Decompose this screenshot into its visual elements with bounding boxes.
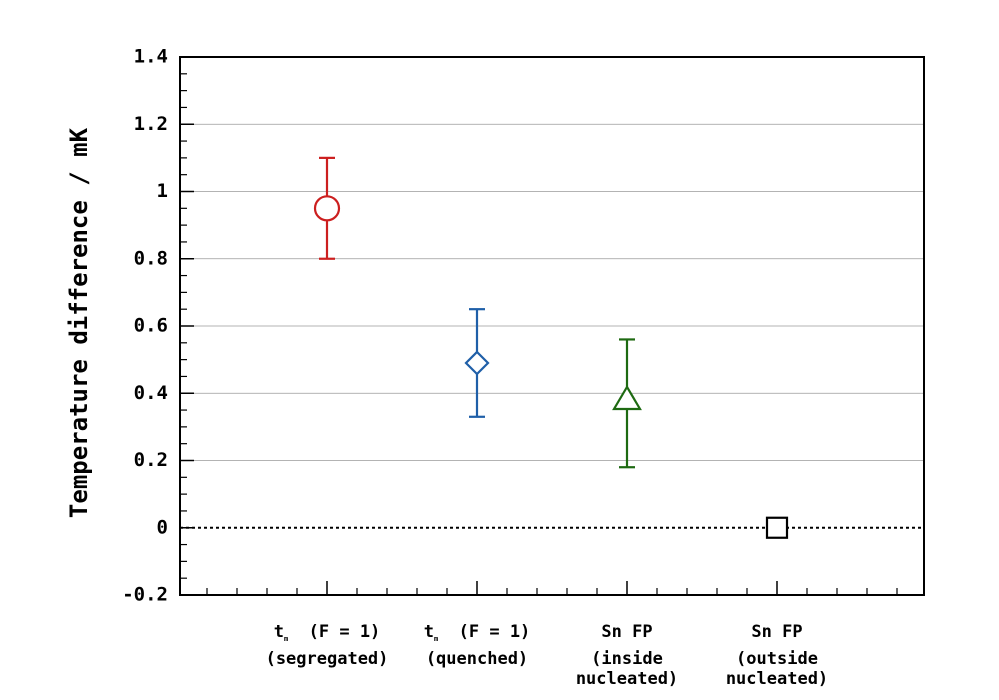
data-point-triangle (612, 338, 642, 469)
y-tick-label: 0.8 (134, 247, 168, 269)
y-tick-label: 0.2 (134, 449, 168, 471)
y-ticks: -0.2 0 0.2 0.4 0.6 0.8 1 1.2 1.4 (122, 46, 898, 606)
x-category-label-line: Sn FP (751, 622, 802, 642)
data-point-diamond (464, 308, 490, 418)
y-tick-label: 1.2 (134, 113, 168, 135)
data-point-square (765, 516, 789, 539)
x-category-label-line: tm (F = 1) (274, 622, 381, 643)
x-category-label: tm (F = 1) (quenched) (424, 622, 531, 669)
x-category-label-line: Sn FP (601, 622, 652, 642)
y-tick-label: 0.6 (134, 315, 168, 337)
x-category-label-line: (segregated) (266, 649, 389, 669)
x-category-label-line: (outside (736, 649, 818, 669)
diamond-marker (464, 350, 490, 376)
y-tick-label: 0 (157, 516, 168, 538)
y-axis-label: Temperature difference / mK (65, 127, 93, 518)
x-category-label: tm (F = 1) (segregated) (266, 622, 389, 669)
y-tick-label: 0.4 (134, 382, 168, 404)
grid-lines (180, 123, 924, 529)
y-tick-label: -0.2 (122, 584, 168, 606)
y-tick-label: 1.4 (134, 46, 168, 68)
square-marker (765, 516, 789, 539)
x-category-label-line: (inside (591, 649, 663, 669)
x-category-label-line: (quenched) (426, 649, 528, 669)
x-category-label-line: nucleated) (576, 669, 678, 689)
data-points (313, 156, 789, 539)
x-category-labels: tm (F = 1) (segregated) tm (F = 1) (quenche… (266, 622, 829, 689)
y-tick-label: 1 (157, 180, 168, 202)
x-category-label-line: nucleated) (726, 669, 828, 689)
data-point-circle (313, 156, 341, 260)
circle-marker (313, 195, 341, 222)
x-category-label-line: tm (F = 1) (424, 622, 531, 643)
triangle-marker (612, 384, 642, 411)
